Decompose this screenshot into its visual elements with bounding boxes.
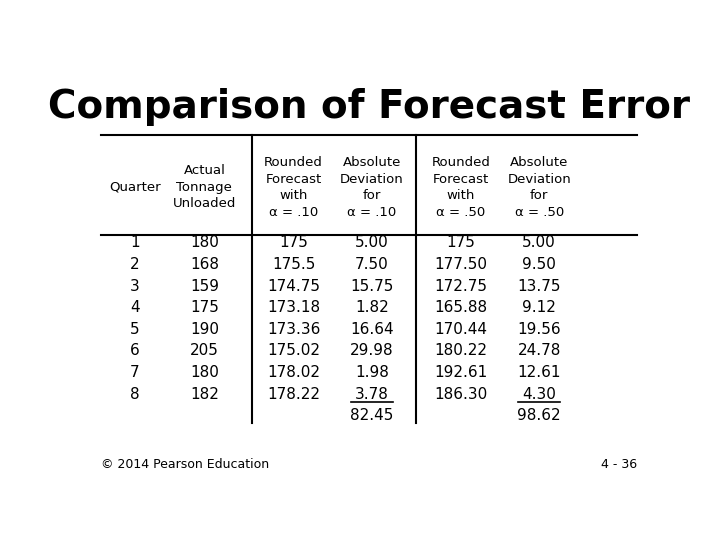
- Text: 5.00: 5.00: [522, 235, 556, 250]
- Text: Rounded
Forecast
with
α = .50: Rounded Forecast with α = .50: [431, 156, 490, 219]
- Text: 186.30: 186.30: [434, 387, 487, 402]
- Text: 2: 2: [130, 257, 140, 272]
- Text: 15.75: 15.75: [350, 279, 393, 294]
- Text: 172.75: 172.75: [435, 279, 487, 294]
- Text: 3.78: 3.78: [355, 387, 389, 402]
- Text: 180: 180: [190, 365, 219, 380]
- Text: 175: 175: [279, 235, 308, 250]
- Text: 98.62: 98.62: [518, 408, 561, 423]
- Text: 82.45: 82.45: [350, 408, 393, 423]
- Text: 1.82: 1.82: [355, 300, 389, 315]
- Text: 5.00: 5.00: [355, 235, 389, 250]
- Text: 7: 7: [130, 365, 140, 380]
- Text: 192.61: 192.61: [434, 365, 487, 380]
- Text: 173.18: 173.18: [267, 300, 320, 315]
- Text: 8: 8: [130, 387, 140, 402]
- Text: 4.30: 4.30: [522, 387, 556, 402]
- Text: 5: 5: [130, 322, 140, 337]
- Text: 168: 168: [190, 257, 219, 272]
- Text: 16.64: 16.64: [350, 322, 394, 337]
- Text: Comparison of Forecast Error: Comparison of Forecast Error: [48, 87, 690, 126]
- Text: 1: 1: [130, 235, 140, 250]
- Text: 180.22: 180.22: [435, 343, 487, 359]
- Text: 175.02: 175.02: [267, 343, 320, 359]
- Text: 175: 175: [446, 235, 475, 250]
- Text: Absolute
Deviation
for
α = .10: Absolute Deviation for α = .10: [340, 156, 404, 219]
- Text: © 2014 Pearson Education: © 2014 Pearson Education: [101, 458, 269, 471]
- Text: 29.98: 29.98: [350, 343, 394, 359]
- Text: 190: 190: [190, 322, 219, 337]
- Text: 174.75: 174.75: [267, 279, 320, 294]
- Text: 4: 4: [130, 300, 140, 315]
- Text: 24.78: 24.78: [518, 343, 561, 359]
- Text: 175: 175: [190, 300, 219, 315]
- Text: Actual
Tonnage
Unloaded: Actual Tonnage Unloaded: [173, 165, 236, 211]
- Text: 173.36: 173.36: [267, 322, 320, 337]
- Text: 182: 182: [190, 387, 219, 402]
- Text: 177.50: 177.50: [435, 257, 487, 272]
- Text: 178.22: 178.22: [267, 387, 320, 402]
- Text: 13.75: 13.75: [518, 279, 561, 294]
- Text: 159: 159: [190, 279, 219, 294]
- Text: 4 - 36: 4 - 36: [600, 458, 637, 471]
- Text: 1.98: 1.98: [355, 365, 389, 380]
- Text: 6: 6: [130, 343, 140, 359]
- Text: 9.50: 9.50: [522, 257, 556, 272]
- Text: 165.88: 165.88: [434, 300, 487, 315]
- Text: 170.44: 170.44: [435, 322, 487, 337]
- Text: 175.5: 175.5: [272, 257, 315, 272]
- Text: Absolute
Deviation
for
α = .50: Absolute Deviation for α = .50: [508, 156, 571, 219]
- Text: Quarter: Quarter: [109, 181, 161, 194]
- Text: 205: 205: [190, 343, 219, 359]
- Text: Rounded
Forecast
with
α = .10: Rounded Forecast with α = .10: [264, 156, 323, 219]
- Text: 19.56: 19.56: [518, 322, 561, 337]
- Text: 180: 180: [190, 235, 219, 250]
- Text: 12.61: 12.61: [518, 365, 561, 380]
- Text: 9.12: 9.12: [522, 300, 556, 315]
- Text: 178.02: 178.02: [267, 365, 320, 380]
- Text: 7.50: 7.50: [355, 257, 389, 272]
- Text: 3: 3: [130, 279, 140, 294]
